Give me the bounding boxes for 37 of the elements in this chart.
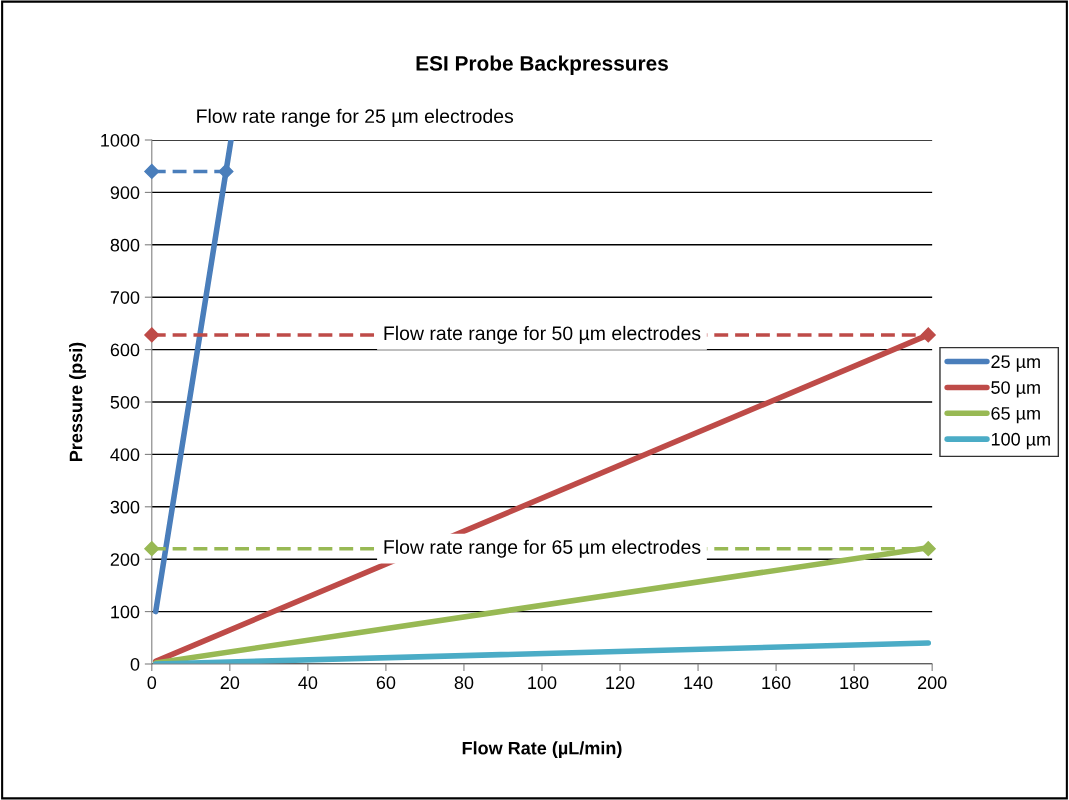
y-tick-label: 800 bbox=[110, 238, 140, 252]
x-axis-title: Flow Rate (µL/min) bbox=[462, 741, 622, 759]
x-tick-label: 160 bbox=[762, 676, 791, 690]
x-tick-label: 180 bbox=[840, 676, 869, 690]
chart-title: ESI Probe Backpressures bbox=[416, 55, 668, 75]
y-tick-label: 300 bbox=[110, 500, 140, 514]
annotation: Flow rate range for 65 µm electrodes bbox=[384, 539, 701, 558]
point bbox=[920, 327, 936, 343]
legend-label: 25 µm bbox=[991, 355, 1040, 372]
x-tick-label: 140 bbox=[684, 676, 713, 690]
x-tick-label: 100 bbox=[528, 676, 557, 690]
y-tick-label: 400 bbox=[110, 448, 140, 462]
x-tick-label: 60 bbox=[376, 676, 396, 690]
point bbox=[144, 327, 160, 343]
text: Flow rate range for 25 µm electrodes bbox=[197, 108, 514, 127]
y-tick-label: 1000 bbox=[101, 133, 140, 147]
y-tick-label: 200 bbox=[110, 553, 140, 566]
point bbox=[144, 163, 160, 180]
annotation: Flow rate range for 50 µm electrodes bbox=[384, 325, 701, 344]
y-tick-label: 0 bbox=[130, 657, 140, 671]
y-tick-label: 900 bbox=[110, 186, 140, 200]
x-tick-label: 20 bbox=[220, 676, 240, 690]
legend-label: 50 µm bbox=[991, 381, 1040, 398]
legend-label: 100 µm bbox=[991, 432, 1050, 450]
y-tick-label: 600 bbox=[110, 343, 140, 357]
x-tick-label: 40 bbox=[298, 676, 318, 690]
x-tick-label: 200 bbox=[918, 676, 947, 690]
x-tick-label: 80 bbox=[454, 676, 474, 690]
y-tick-label: 700 bbox=[110, 291, 140, 304]
point bbox=[218, 163, 234, 180]
x-tick-label: 120 bbox=[606, 676, 635, 690]
y-tick-label: 500 bbox=[110, 395, 140, 409]
y-axis-title: Pressure (psi) bbox=[69, 342, 86, 461]
y-tick-label: 100 bbox=[111, 605, 140, 619]
legend-label: 65 µm bbox=[991, 406, 1040, 424]
x-tick-label: 0 bbox=[147, 676, 157, 690]
point bbox=[144, 541, 160, 557]
